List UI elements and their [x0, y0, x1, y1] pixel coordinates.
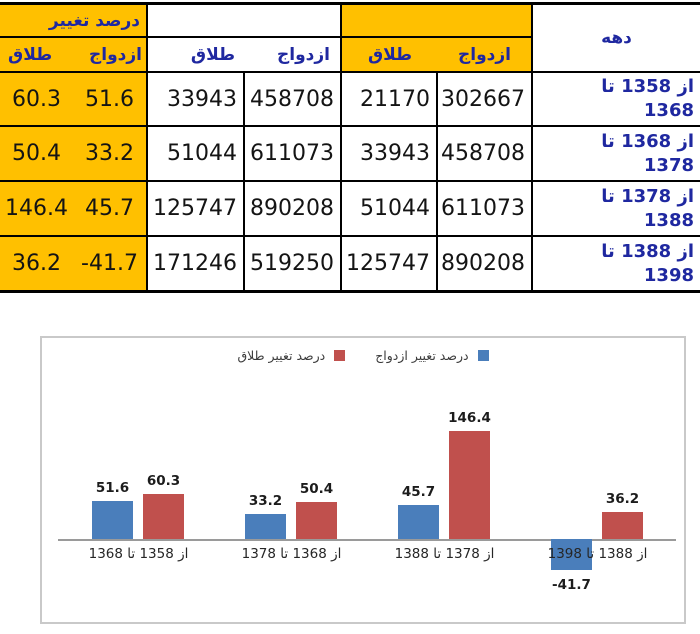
chart-legend: درصد تغییر طلاق درصد تغییر ازدواج	[42, 348, 684, 363]
cell-marriage-end[interactable]: 458708	[245, 71, 342, 125]
cell-divorce-end[interactable]: 33943	[148, 71, 245, 125]
bar-divorce[interactable]	[449, 431, 490, 539]
pct-change-title: درصد تغییر	[48, 10, 140, 31]
bar-value-label: 60.3	[146, 473, 181, 489]
header-divorce-begin[interactable]: طلاق	[342, 38, 438, 71]
cell-pct-pair[interactable]: 146.4 45.7	[0, 180, 148, 235]
pct-divorce-label: طلاق	[8, 44, 53, 65]
legend-entry: درصد تغییر ازدواج	[375, 348, 489, 363]
bar-value-label: 33.2	[248, 493, 283, 509]
pct-marriage-value: 51.6	[85, 86, 134, 112]
cell-marriage-begin[interactable]: 611073	[438, 180, 533, 235]
legend-swatch	[334, 350, 346, 361]
cell-decade[interactable]: از 1388 تا 1398	[533, 235, 700, 290]
cell-marriage-begin[interactable]: 890208	[438, 235, 533, 290]
pct-marriage-label: ازدواج	[89, 44, 142, 65]
cell-marriage-begin[interactable]: 458708	[438, 125, 533, 180]
cell-pct-pair[interactable]: 60.3 51.6	[0, 71, 148, 125]
legend-label: درصد تغییر ازدواج	[375, 348, 469, 363]
legend-swatch	[477, 350, 489, 361]
bar-marriage[interactable]	[398, 505, 439, 539]
decade-title: دهه	[601, 28, 632, 48]
bar-chart[interactable]: درصد تغییر طلاق درصد تغییر ازدواج 51.6 33.…	[40, 336, 686, 624]
bar-value-label: 36.2	[605, 491, 640, 507]
cell-divorce-begin[interactable]: 21170	[342, 71, 438, 125]
decade-value: از 1388 تا 1398	[601, 240, 694, 286]
bar-divorce[interactable]	[296, 502, 337, 539]
x-axis-category-label: از 1378 تا 1388	[394, 546, 495, 562]
pct-divorce-value: 50.4	[12, 141, 61, 166]
pct-divorce-value: 36.2	[12, 251, 61, 276]
pct-marriage-value: 45.7	[85, 196, 134, 221]
cell-divorce-end[interactable]: 125747	[148, 180, 245, 235]
pct-marriage-value: 33.2	[85, 141, 134, 166]
cell-pct-pair[interactable]: 50.4 33.2	[0, 125, 148, 180]
bar-marriage[interactable]	[92, 501, 133, 539]
x-axis-line	[58, 539, 676, 541]
cell-decade[interactable]: از 1378 تا 1388	[533, 180, 700, 235]
cell-divorce-begin[interactable]: 125747	[342, 235, 438, 290]
bar-value-label: 146.4	[448, 410, 491, 426]
bar-value-label: -41.7	[552, 577, 591, 593]
header-marriage-end[interactable]: ازدواج	[245, 38, 342, 71]
decade-value: از 1358 تا 1368	[601, 76, 694, 121]
decade-value: از 1378 تا 1388	[601, 185, 694, 231]
header-pct-change[interactable]: درصد تغییر	[0, 5, 148, 38]
pct-marriage-value: -41.7	[81, 251, 138, 276]
bar-value-label: 50.4	[299, 481, 334, 497]
decade-value: از 1368 تا 1378	[601, 130, 694, 176]
pct-divorce-value: 146.4	[5, 196, 68, 221]
bar-marriage[interactable]	[551, 539, 592, 570]
cell-decade[interactable]: از 1368 تا 1378	[533, 125, 700, 180]
cell-divorce-end[interactable]: 171246	[148, 235, 245, 290]
header-marriage-begin[interactable]: ازدواج	[438, 38, 533, 71]
pct-divorce-value: 60.3	[12, 86, 61, 112]
bar-value-label: 45.7	[401, 484, 436, 500]
header-divorce-end[interactable]: طلاق	[148, 38, 245, 71]
header-blank-yellow[interactable]	[342, 5, 533, 38]
cell-marriage-end[interactable]: 890208	[245, 180, 342, 235]
cell-pct-pair[interactable]: 36.2 -41.7	[0, 235, 148, 290]
bar-divorce[interactable]	[143, 494, 184, 539]
cell-marriage-begin[interactable]: 302667	[438, 71, 533, 125]
x-axis-category-label: از 1388 تا 1398	[547, 546, 648, 562]
bar-divorce[interactable]	[602, 512, 643, 539]
cell-marriage-end[interactable]: 611073	[245, 125, 342, 180]
header-pct-pair[interactable]: طلاق ازدواج	[0, 38, 148, 71]
x-axis-category-label: از 1368 تا 1378	[241, 546, 342, 562]
statistics-table: درصد تغییر دهه طلاق ازدواج طلاق ازدواج ط…	[0, 2, 700, 293]
cell-decade[interactable]: از 1358 تا 1368	[533, 71, 700, 125]
legend-label: درصد تغییر طلاق	[237, 348, 326, 363]
bar-marriage[interactable]	[245, 514, 286, 539]
legend-entry: درصد تغییر طلاق	[237, 348, 346, 363]
cell-divorce-begin[interactable]: 33943	[342, 125, 438, 180]
bar-value-label: 51.6	[95, 480, 130, 496]
header-decade[interactable]: دهه	[533, 5, 700, 71]
header-blank-white[interactable]	[148, 5, 342, 38]
cell-divorce-end[interactable]: 51044	[148, 125, 245, 180]
cell-marriage-end[interactable]: 519250	[245, 235, 342, 290]
cell-divorce-begin[interactable]: 51044	[342, 180, 438, 235]
x-axis-category-label: از 1358 تا 1368	[88, 546, 189, 562]
